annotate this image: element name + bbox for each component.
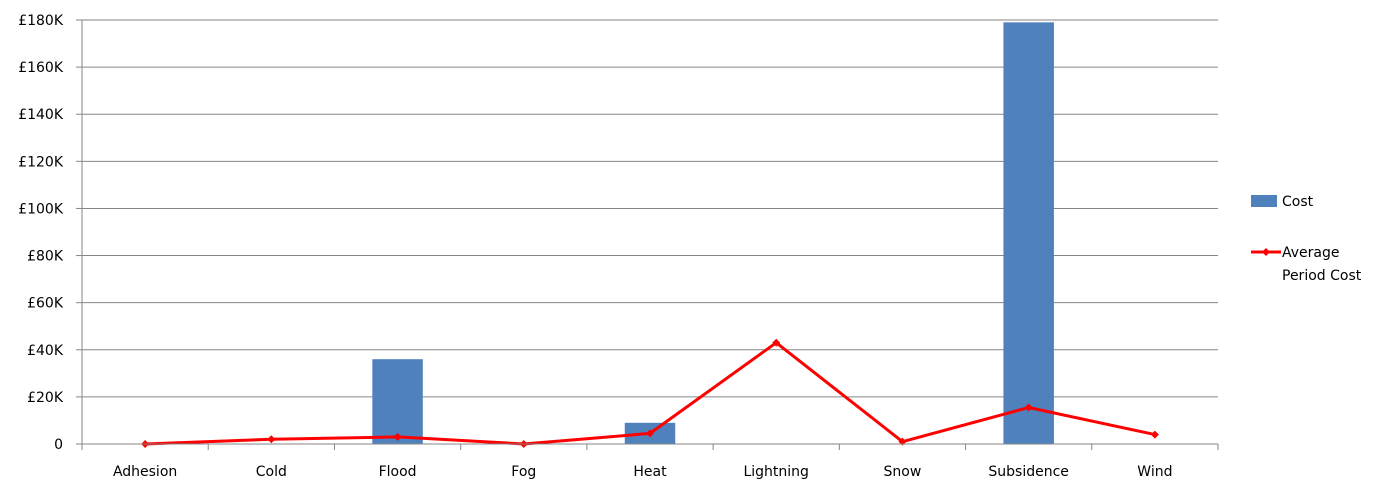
y-tick-label: £140K bbox=[18, 107, 64, 123]
average-period-cost-marker bbox=[1024, 403, 1033, 412]
x-tick-label: Wind bbox=[1137, 464, 1172, 480]
x-tick-label: Subsidence bbox=[988, 464, 1069, 480]
average-period-cost-marker bbox=[646, 429, 654, 438]
x-tick-label: Flood bbox=[379, 464, 417, 480]
cost-bars bbox=[372, 22, 1054, 444]
y-tick-label: £180K bbox=[18, 13, 64, 29]
x-axis-tick-labels: Adhesion Cold Flood Fog Heat Lightning Snow Sub… bbox=[113, 464, 1173, 480]
y-tick-label: £60K bbox=[27, 296, 64, 312]
cost-bar bbox=[372, 359, 423, 444]
y-axis-tick-labels: 0 £20K £40K £60K £80K £100K £120K £140K £160K £18… bbox=[18, 13, 64, 453]
x-tick-label: Adhesion bbox=[113, 464, 177, 480]
legend-label-cost: Cost bbox=[1282, 194, 1314, 210]
cost-bar bbox=[1003, 22, 1054, 444]
x-tick-label: Fog bbox=[511, 464, 536, 480]
average-period-cost-marker bbox=[1150, 430, 1159, 439]
legend-marker-average-period-cost bbox=[1262, 248, 1270, 256]
legend: Cost Average Period Cost bbox=[1251, 194, 1362, 284]
legend-label-average-period-cost: Period Cost bbox=[1282, 268, 1362, 284]
y-tick-label: £40K bbox=[27, 343, 64, 359]
average-period-cost-marker bbox=[772, 338, 781, 347]
average-period-cost-marker bbox=[393, 432, 402, 441]
y-tick-label: £160K bbox=[18, 60, 64, 76]
axes bbox=[76, 19, 1219, 450]
legend-label-average-period-cost: Average bbox=[1282, 245, 1340, 261]
y-tick-label: £120K bbox=[18, 154, 64, 170]
x-tick-label: Snow bbox=[884, 464, 922, 480]
x-tick-label: Lightning bbox=[743, 464, 808, 480]
gridlines bbox=[82, 19, 1218, 398]
legend-swatch-cost bbox=[1251, 195, 1277, 207]
x-tick-label: Heat bbox=[633, 464, 667, 480]
y-tick-label: £80K bbox=[27, 249, 64, 265]
x-tick-label: Cold bbox=[256, 464, 287, 480]
y-tick-label: £100K bbox=[18, 201, 64, 217]
average-period-cost-marker bbox=[267, 435, 276, 444]
y-tick-label: 0 bbox=[54, 437, 63, 453]
y-tick-label: £20K bbox=[27, 390, 64, 406]
